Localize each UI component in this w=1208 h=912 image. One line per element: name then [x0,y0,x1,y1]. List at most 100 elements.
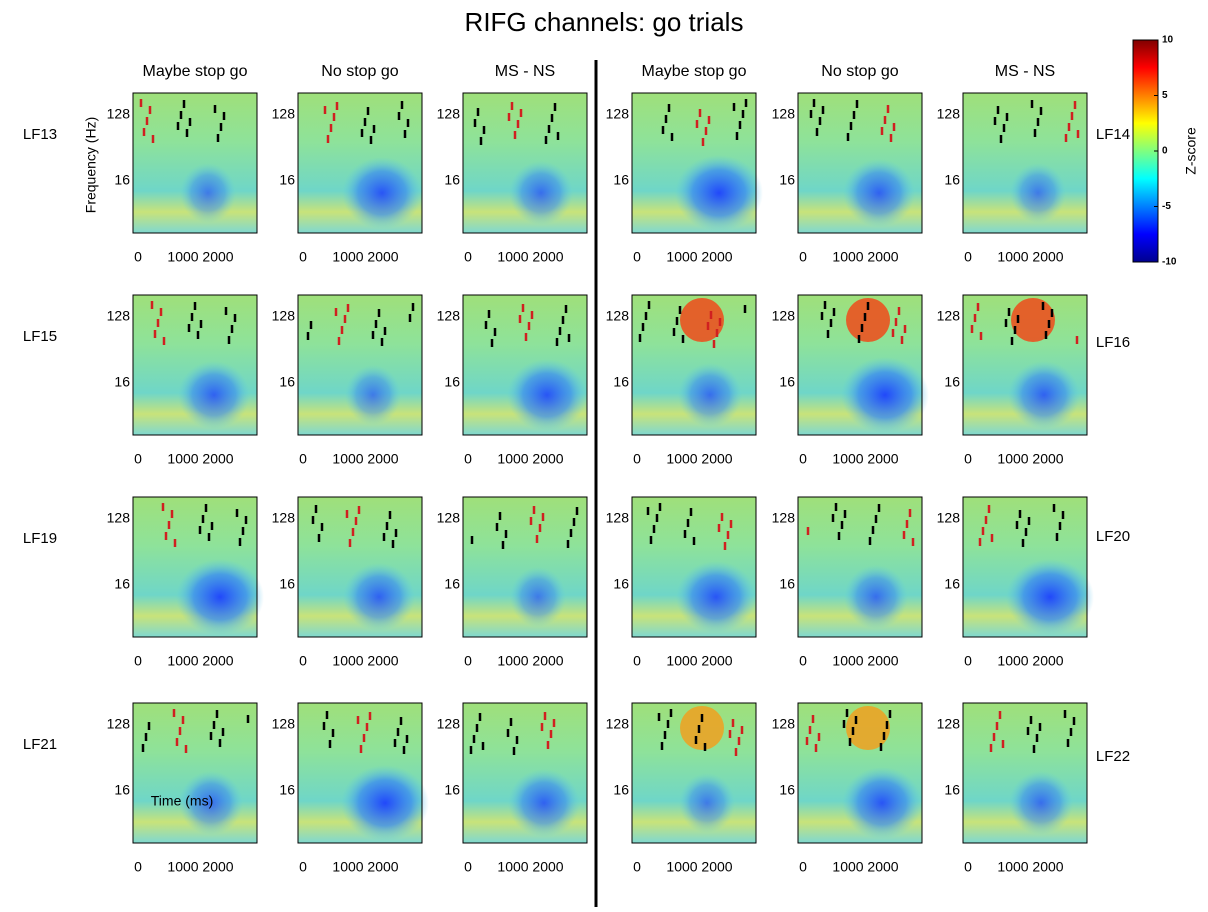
row-label: LF13 [23,126,57,143]
x-tick-label: 0 [964,653,972,669]
x-tick-label: 0 [134,653,142,669]
y-tick-label: 128 [937,716,961,732]
y-tick-label: 128 [272,510,296,526]
x-tick-label: 2000 [867,451,898,467]
y-tick-label: 16 [613,576,629,592]
row-label: LF15 [23,328,57,345]
x-tick-label: 2000 [867,653,898,669]
y-tick-label: 128 [772,716,796,732]
y-tick-label: 16 [779,374,795,390]
heatmap-blob [679,773,735,833]
x-tick-label: 0 [799,859,807,875]
x-tick-label: 2000 [532,859,563,875]
heatmap-blob [341,765,429,841]
x-tick-label: 0 [964,249,972,265]
y-tick-label: 16 [779,172,795,188]
heatmap-blob [844,565,908,629]
colorbar-tick-label: 5 [1162,90,1168,101]
y-tick-label: 16 [279,374,295,390]
x-tick-label: 0 [633,249,641,265]
colorbar-label: Z-score [1183,127,1199,175]
x-tick-label: 0 [799,451,807,467]
y-tick-label: 16 [944,172,960,188]
heatmap-blob [1009,771,1073,835]
x-tick-label: 2000 [701,653,732,669]
y-tick-label: 128 [606,716,630,732]
x-tick-label: 2000 [1032,249,1063,265]
y-tick-label: 16 [944,782,960,798]
y-tick-label: 16 [444,172,460,188]
x-tick-label: 1000 [497,451,528,467]
y-tick-label: 16 [279,172,295,188]
x-tick-label: 0 [633,859,641,875]
heatmap-hot [680,706,724,750]
heatmap-blob [345,365,401,425]
colorbar-tick-label: -5 [1162,201,1171,212]
x-tick-label: 1000 [997,859,1028,875]
figure-title: RIFG channels: go trials [465,7,744,37]
y-tick-label: 16 [444,782,460,798]
x-axis-label: Time (ms) [151,793,213,809]
x-tick-label: 2000 [701,451,732,467]
column-title: No stop go [321,63,398,80]
x-tick-label: 2000 [202,859,233,875]
heatmap-blob [180,163,236,223]
heatmap-blob [342,157,422,229]
x-tick-label: 2000 [202,451,233,467]
row-label: LF22 [1096,748,1130,765]
column-title: MS - NS [495,63,555,80]
x-tick-label: 1000 [332,249,363,265]
x-tick-label: 2000 [532,451,563,467]
y-tick-label: 128 [107,308,131,324]
colorbar-tick-label: 0 [1162,146,1168,157]
x-tick-label: 1000 [332,653,363,669]
heatmap-blob [343,563,415,631]
y-tick-label: 128 [937,308,961,324]
x-tick-label: 0 [299,249,307,265]
x-tick-label: 1000 [332,451,363,467]
row-label: LF21 [23,736,57,753]
heatmap-blob [509,161,573,225]
x-tick-label: 2000 [367,249,398,265]
x-tick-label: 2000 [1032,859,1063,875]
y-tick-label: 16 [444,576,460,592]
x-tick-label: 1000 [332,859,363,875]
y-tick-label: 128 [107,716,131,732]
y-tick-label: 128 [606,106,630,122]
y-tick-label: 128 [937,510,961,526]
x-tick-label: 1000 [666,451,697,467]
y-tick-label: 128 [437,510,461,526]
x-tick-label: 1000 [497,653,528,669]
y-tick-label: 128 [772,106,796,122]
row-label: LF14 [1096,126,1130,143]
y-tick-label: 128 [272,308,296,324]
row-label: LF16 [1096,334,1130,351]
y-tick-label: 16 [944,374,960,390]
x-tick-label: 0 [633,653,641,669]
heatmap-blob [176,559,264,635]
heatmap-blob [842,767,922,839]
heatmap-blob [675,155,763,231]
y-tick-label: 16 [114,374,130,390]
x-tick-label: 1000 [497,249,528,265]
y-tick-label: 128 [437,106,461,122]
x-tick-label: 0 [964,451,972,467]
colorbar-tick-label: 10 [1162,35,1174,46]
y-tick-label: 128 [772,308,796,324]
x-tick-label: 0 [464,859,472,875]
y-tick-label: 128 [272,716,296,732]
x-tick-label: 2000 [367,859,398,875]
x-tick-label: 1000 [497,859,528,875]
column-title: MS - NS [995,63,1055,80]
x-tick-label: 2000 [701,859,732,875]
heatmap-blob [510,567,566,627]
x-tick-label: 0 [134,451,142,467]
x-tick-label: 1000 [997,451,1028,467]
x-tick-label: 1000 [666,653,697,669]
x-tick-label: 2000 [867,249,898,265]
y-tick-label: 128 [937,106,961,122]
row-label: LF20 [1096,528,1130,545]
y-tick-label: 16 [114,172,130,188]
x-tick-label: 1000 [832,653,863,669]
heatmap-blob [676,561,756,633]
